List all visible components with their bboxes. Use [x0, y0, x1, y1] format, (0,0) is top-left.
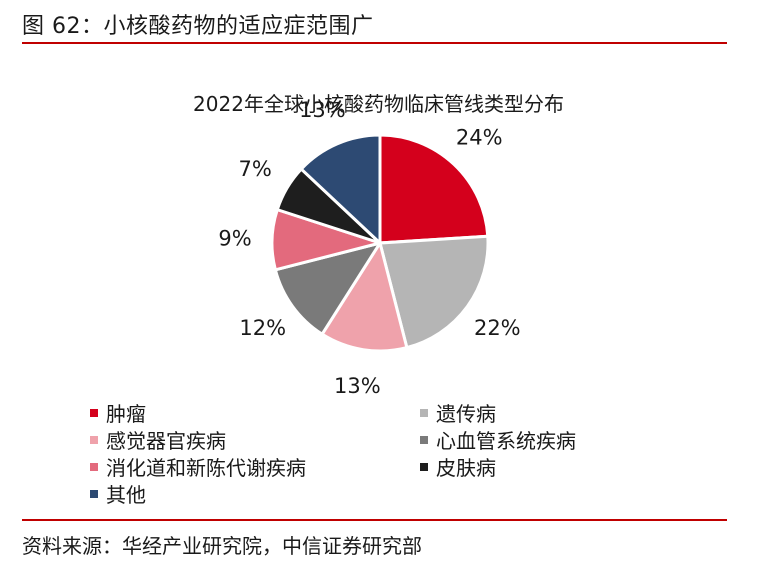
- legend-label-2: 感觉器官疾病: [106, 429, 226, 453]
- legend-swatch-5: [420, 462, 428, 471]
- slice-data-label-3: 12%: [239, 316, 286, 340]
- legend-label-6: 其他: [106, 483, 146, 507]
- legend-label-1: 遗传病: [436, 402, 496, 426]
- pie-slice-2: [320, 241, 409, 353]
- legend-item-0: 肿瘤: [90, 398, 146, 427]
- legend-label-5: 皮肤病: [436, 456, 496, 480]
- top-rule: [22, 42, 727, 44]
- legend-label-0: 肿瘤: [106, 402, 146, 426]
- legend-label-4: 消化道和新陈代谢疾病: [106, 456, 306, 480]
- figure-title: 图 62：小核酸药物的适应症范围广: [22, 14, 374, 39]
- pie-slice-1: [378, 234, 490, 350]
- bottom-rule: [22, 519, 727, 521]
- pie-slice-3: [273, 241, 382, 336]
- slice-data-label-6: 13%: [299, 98, 346, 122]
- legend-item-4: 消化道和新陈代谢疾病: [90, 452, 306, 481]
- pie-slice-6: [299, 133, 382, 245]
- pie-chart: 24% 22% 13% 12% 9% 7% 13%: [218, 98, 521, 398]
- slice-data-label-5: 7%: [239, 157, 272, 181]
- legend-item-3: 心血管系统疾病: [420, 425, 576, 454]
- slice-data-label-2: 13%: [334, 374, 381, 398]
- legend-swatch-1: [420, 408, 428, 417]
- slice-data-label-0: 24%: [456, 125, 503, 149]
- legend-item-2: 感觉器官疾病: [90, 425, 226, 454]
- legend-item-6: 其他: [90, 479, 146, 508]
- chart-title: 2022年全球小核酸药物临床管线类型分布: [193, 92, 564, 116]
- legend-item-5: 皮肤病: [420, 452, 496, 481]
- legend-swatch-3: [420, 435, 428, 444]
- legend-item-1: 遗传病: [420, 398, 496, 427]
- pie-slice-0: [378, 133, 490, 245]
- slice-data-label-4: 9%: [218, 226, 251, 250]
- source-note: 资料来源：华经产业研究院，中信证券研究部: [22, 534, 422, 558]
- legend-swatch-6: [90, 489, 98, 498]
- legend-swatch-0: [90, 408, 98, 417]
- legend-label-3: 心血管系统疾病: [436, 429, 576, 453]
- legend-swatch-2: [90, 435, 98, 444]
- slice-data-label-1: 22%: [474, 316, 521, 340]
- legend-swatch-4: [90, 462, 98, 471]
